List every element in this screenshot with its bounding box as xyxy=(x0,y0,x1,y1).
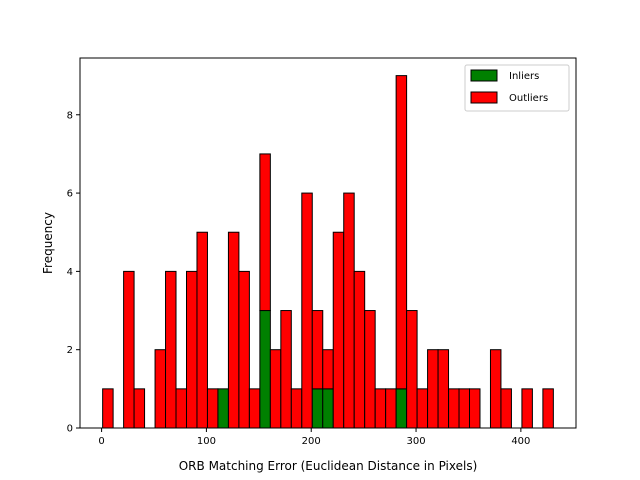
bar-outliers-15 xyxy=(259,153,271,312)
bar-outliers-30 xyxy=(416,388,429,429)
bar-outliers-22 xyxy=(332,231,345,429)
bar-outliers-40 xyxy=(521,388,533,429)
bar-outliers-6 xyxy=(165,270,177,429)
bar-outliers-35 xyxy=(469,388,481,429)
bar-outliers-13 xyxy=(238,270,250,429)
x-tick-label-300: 300 xyxy=(407,436,426,447)
bar-outliers-27 xyxy=(385,388,397,429)
bar-outliers-5 xyxy=(154,349,167,429)
bar-outliers-9 xyxy=(196,231,208,429)
bar-outliers-29 xyxy=(406,310,418,429)
y-tick-label-6: 6 xyxy=(67,189,73,200)
plot-frame xyxy=(79,57,577,429)
x-axis-ticks: 0 100 200 300 400 xyxy=(98,428,530,447)
y-tick-label-4: 4 xyxy=(67,267,73,278)
y-tick-label-0: 0 xyxy=(67,424,73,435)
bar-outliers-32 xyxy=(437,349,450,429)
legend-label-inliers: Inliers xyxy=(509,71,539,82)
bar-outliers-2 xyxy=(123,270,135,429)
y-tick-label-2: 2 xyxy=(67,345,73,356)
bar-outliers-20 xyxy=(311,310,324,390)
bar-outliers-26 xyxy=(374,388,387,429)
bar-outliers-17 xyxy=(280,310,292,429)
bar-outliers-21 xyxy=(322,349,334,390)
bar-outliers-19 xyxy=(301,192,313,429)
bar-outliers-14 xyxy=(248,388,261,429)
bar-inliers-11 xyxy=(217,388,229,429)
bar-outliers-28 xyxy=(395,75,408,390)
bar-inliers-15 xyxy=(259,310,271,429)
bar-outliers-37 xyxy=(489,349,502,429)
bar-outliers-18 xyxy=(290,388,303,429)
bar-outliers-42 xyxy=(542,388,554,429)
bar-outliers-16 xyxy=(269,349,282,429)
bar-outliers-3 xyxy=(133,388,146,429)
legend-label-outliers: Outliers xyxy=(509,93,548,104)
bar-outliers-23 xyxy=(343,192,355,429)
x-tick-label-0: 0 xyxy=(98,436,104,447)
bar-outliers-10 xyxy=(206,388,219,429)
bar-outliers-0 xyxy=(102,388,114,429)
bar-inliers-21 xyxy=(322,388,334,429)
bar-outliers-24 xyxy=(353,270,366,429)
y-axis-ticks: 0 2 4 6 8 xyxy=(67,110,80,435)
bar-outliers-31 xyxy=(427,349,439,429)
bar-inliers-28 xyxy=(395,388,408,429)
legend: Inliers Outliers xyxy=(464,64,570,112)
bar-outliers-38 xyxy=(500,388,512,429)
bar-outliers-8 xyxy=(185,270,198,429)
y-axis-label: Frequency xyxy=(41,212,55,274)
x-tick-label-100: 100 xyxy=(197,436,216,447)
bar-outliers-33 xyxy=(448,388,460,429)
x-axis-label: ORB Matching Error (Euclidean Distance i… xyxy=(179,459,478,473)
y-tick-label-8: 8 xyxy=(67,110,73,121)
bar-outliers-34 xyxy=(458,388,471,429)
bar-outliers-7 xyxy=(175,388,187,429)
bar-outliers-12 xyxy=(227,231,240,429)
legend-swatch-outliers xyxy=(470,91,498,104)
bar-outliers-25 xyxy=(364,310,376,429)
x-tick-label-200: 200 xyxy=(302,436,321,447)
legend-swatch-inliers xyxy=(470,69,498,82)
x-tick-label-400: 400 xyxy=(511,436,530,447)
bar-inliers-20 xyxy=(311,388,324,429)
